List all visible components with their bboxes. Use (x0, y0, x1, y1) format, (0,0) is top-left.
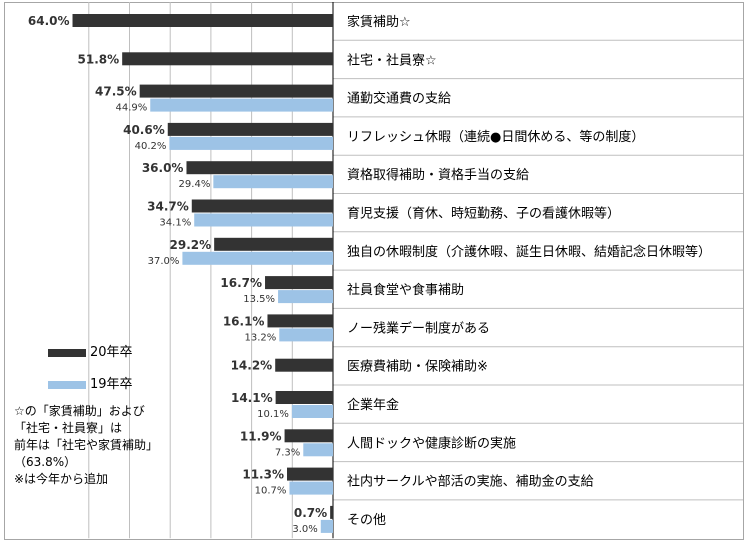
category-label: 資格取得補助・資格手当の支給 (347, 167, 529, 183)
data-label-19: 10.1% (257, 409, 289, 420)
legend-swatch-19 (48, 380, 86, 389)
legend-item-19: 19年卒 (48, 373, 133, 392)
legend-swatch-20 (48, 348, 86, 357)
data-label-20: 51.8% (78, 52, 120, 66)
bar-20 (167, 122, 333, 136)
data-label-20: 34.7% (147, 200, 189, 214)
bar-19 (320, 519, 333, 533)
data-label-20: 0.7% (294, 506, 327, 520)
legend-label-20: 20年卒 (90, 345, 133, 360)
bar-20 (72, 14, 334, 27)
category-label: 社員食堂や食事補助 (347, 282, 464, 298)
bar-19 (303, 443, 333, 457)
category-label: 育児支援（育休、時短勤務、子の看護休暇等） (347, 206, 620, 222)
bar-19 (169, 136, 333, 150)
data-label-20: 11.9% (240, 429, 282, 443)
category-label: 家賃補助☆ (347, 14, 411, 30)
data-label-19: 10.7% (255, 486, 287, 497)
category-label: 人間ドックや健康診断の実施 (347, 435, 516, 451)
bar-19 (279, 328, 333, 342)
category-label: 社宅・社員寮☆ (347, 52, 437, 68)
bar-19 (278, 290, 333, 304)
bar-20 (284, 429, 333, 443)
bar-20 (139, 84, 333, 98)
bar-19 (289, 481, 333, 495)
data-label-19: 37.0% (148, 256, 180, 267)
data-label-20: 16.7% (220, 276, 262, 290)
bar-20 (330, 505, 333, 519)
bar-19 (291, 405, 333, 418)
data-label-19: 13.2% (244, 332, 276, 343)
bar-20 (265, 276, 333, 290)
bar-19 (194, 213, 333, 227)
bar-20 (267, 314, 333, 328)
category-label: 医療費補助・保険補助※ (347, 360, 488, 375)
category-label: その他 (347, 513, 386, 528)
bar-20 (287, 467, 333, 481)
data-label-19: 7.3% (275, 447, 300, 458)
bar-20 (191, 199, 333, 213)
bar-20 (186, 161, 333, 175)
data-label-20: 14.1% (231, 391, 273, 405)
category-label: 企業年金 (347, 397, 399, 413)
category-label: リフレッシュ休暇（連続●日間休める、等の制度） (347, 129, 644, 145)
category-label: 通勤交通費の支給 (347, 91, 451, 107)
data-label-20: 47.5% (95, 85, 137, 99)
bar-20 (122, 52, 333, 66)
data-label-20: 29.2% (170, 238, 212, 252)
data-label-20: 64.0% (28, 14, 70, 28)
data-label-19: 44.9% (115, 103, 147, 114)
bar-20 (275, 358, 333, 372)
bar-20 (214, 237, 333, 251)
category-label: ノー残業デー制度がある (347, 320, 490, 336)
data-label-19: 13.5% (243, 294, 275, 305)
data-label-19: 40.2% (135, 141, 167, 152)
category-label: 社内サークルや部活の実施、補助金の支給 (347, 474, 594, 490)
data-label-19: 29.4% (179, 179, 211, 190)
data-label-19: 3.0% (292, 524, 317, 535)
data-label-20: 40.6% (123, 123, 165, 137)
bar-19 (213, 175, 333, 189)
bar-19 (182, 251, 333, 265)
category-label: 独自の休暇制度（介護休暇、誕生日休暇、結婚記念日休暇等） (347, 244, 711, 260)
chart-frame (4, 2, 744, 540)
legend-label-19: 19年卒 (90, 377, 133, 392)
data-label-19: 34.1% (159, 218, 191, 229)
legend-item-20: 20年卒 (48, 341, 133, 360)
bar-19 (150, 98, 333, 112)
data-label-20: 11.3% (242, 468, 284, 482)
bar-20 (275, 391, 333, 404)
footnote: ☆の「家賃補助」および 「社宅・社員寮」は 前年は「社宅や家賃補助」 （63.8… (14, 404, 159, 486)
data-label-20: 36.0% (142, 161, 184, 175)
data-label-20: 14.2% (231, 359, 273, 373)
data-label-20: 16.1% (223, 314, 265, 328)
